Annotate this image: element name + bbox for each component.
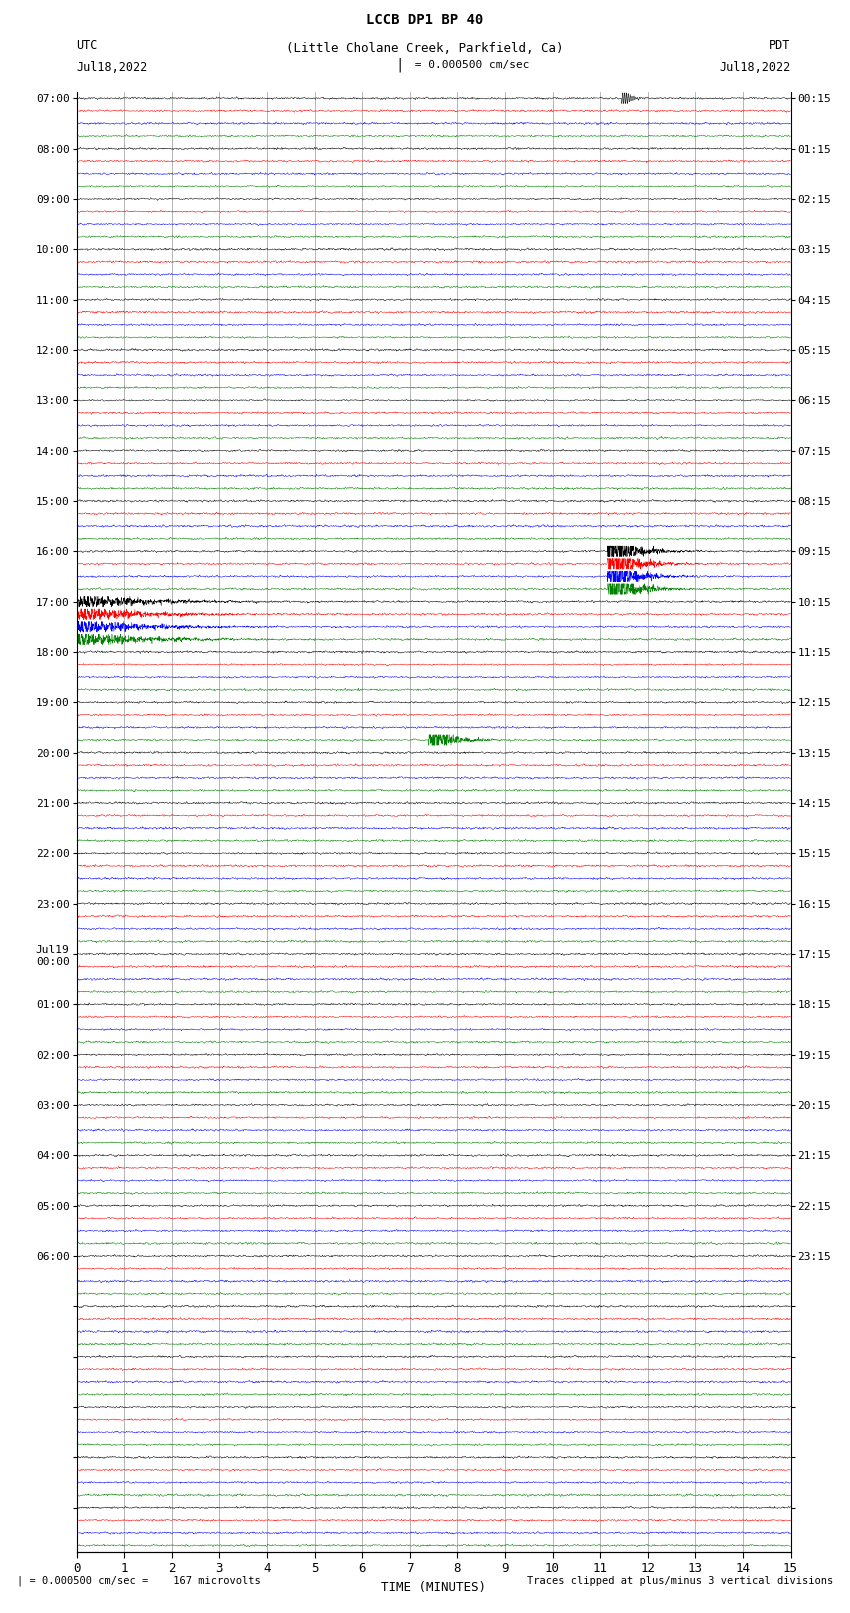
Text: |: | [395, 58, 404, 71]
Text: (Little Cholane Creek, Parkfield, Ca): (Little Cholane Creek, Parkfield, Ca) [286, 42, 564, 55]
Text: = 0.000500 cm/sec: = 0.000500 cm/sec [408, 60, 530, 69]
X-axis label: TIME (MINUTES): TIME (MINUTES) [381, 1581, 486, 1594]
Text: Jul18,2022: Jul18,2022 [719, 61, 791, 74]
Text: UTC: UTC [76, 39, 98, 52]
Text: LCCB DP1 BP 40: LCCB DP1 BP 40 [366, 13, 484, 27]
Text: | = 0.000500 cm/sec =    167 microvolts: | = 0.000500 cm/sec = 167 microvolts [17, 1576, 261, 1587]
Text: PDT: PDT [769, 39, 790, 52]
Text: Traces clipped at plus/minus 3 vertical divisions: Traces clipped at plus/minus 3 vertical … [527, 1576, 833, 1586]
Text: Jul18,2022: Jul18,2022 [76, 61, 148, 74]
